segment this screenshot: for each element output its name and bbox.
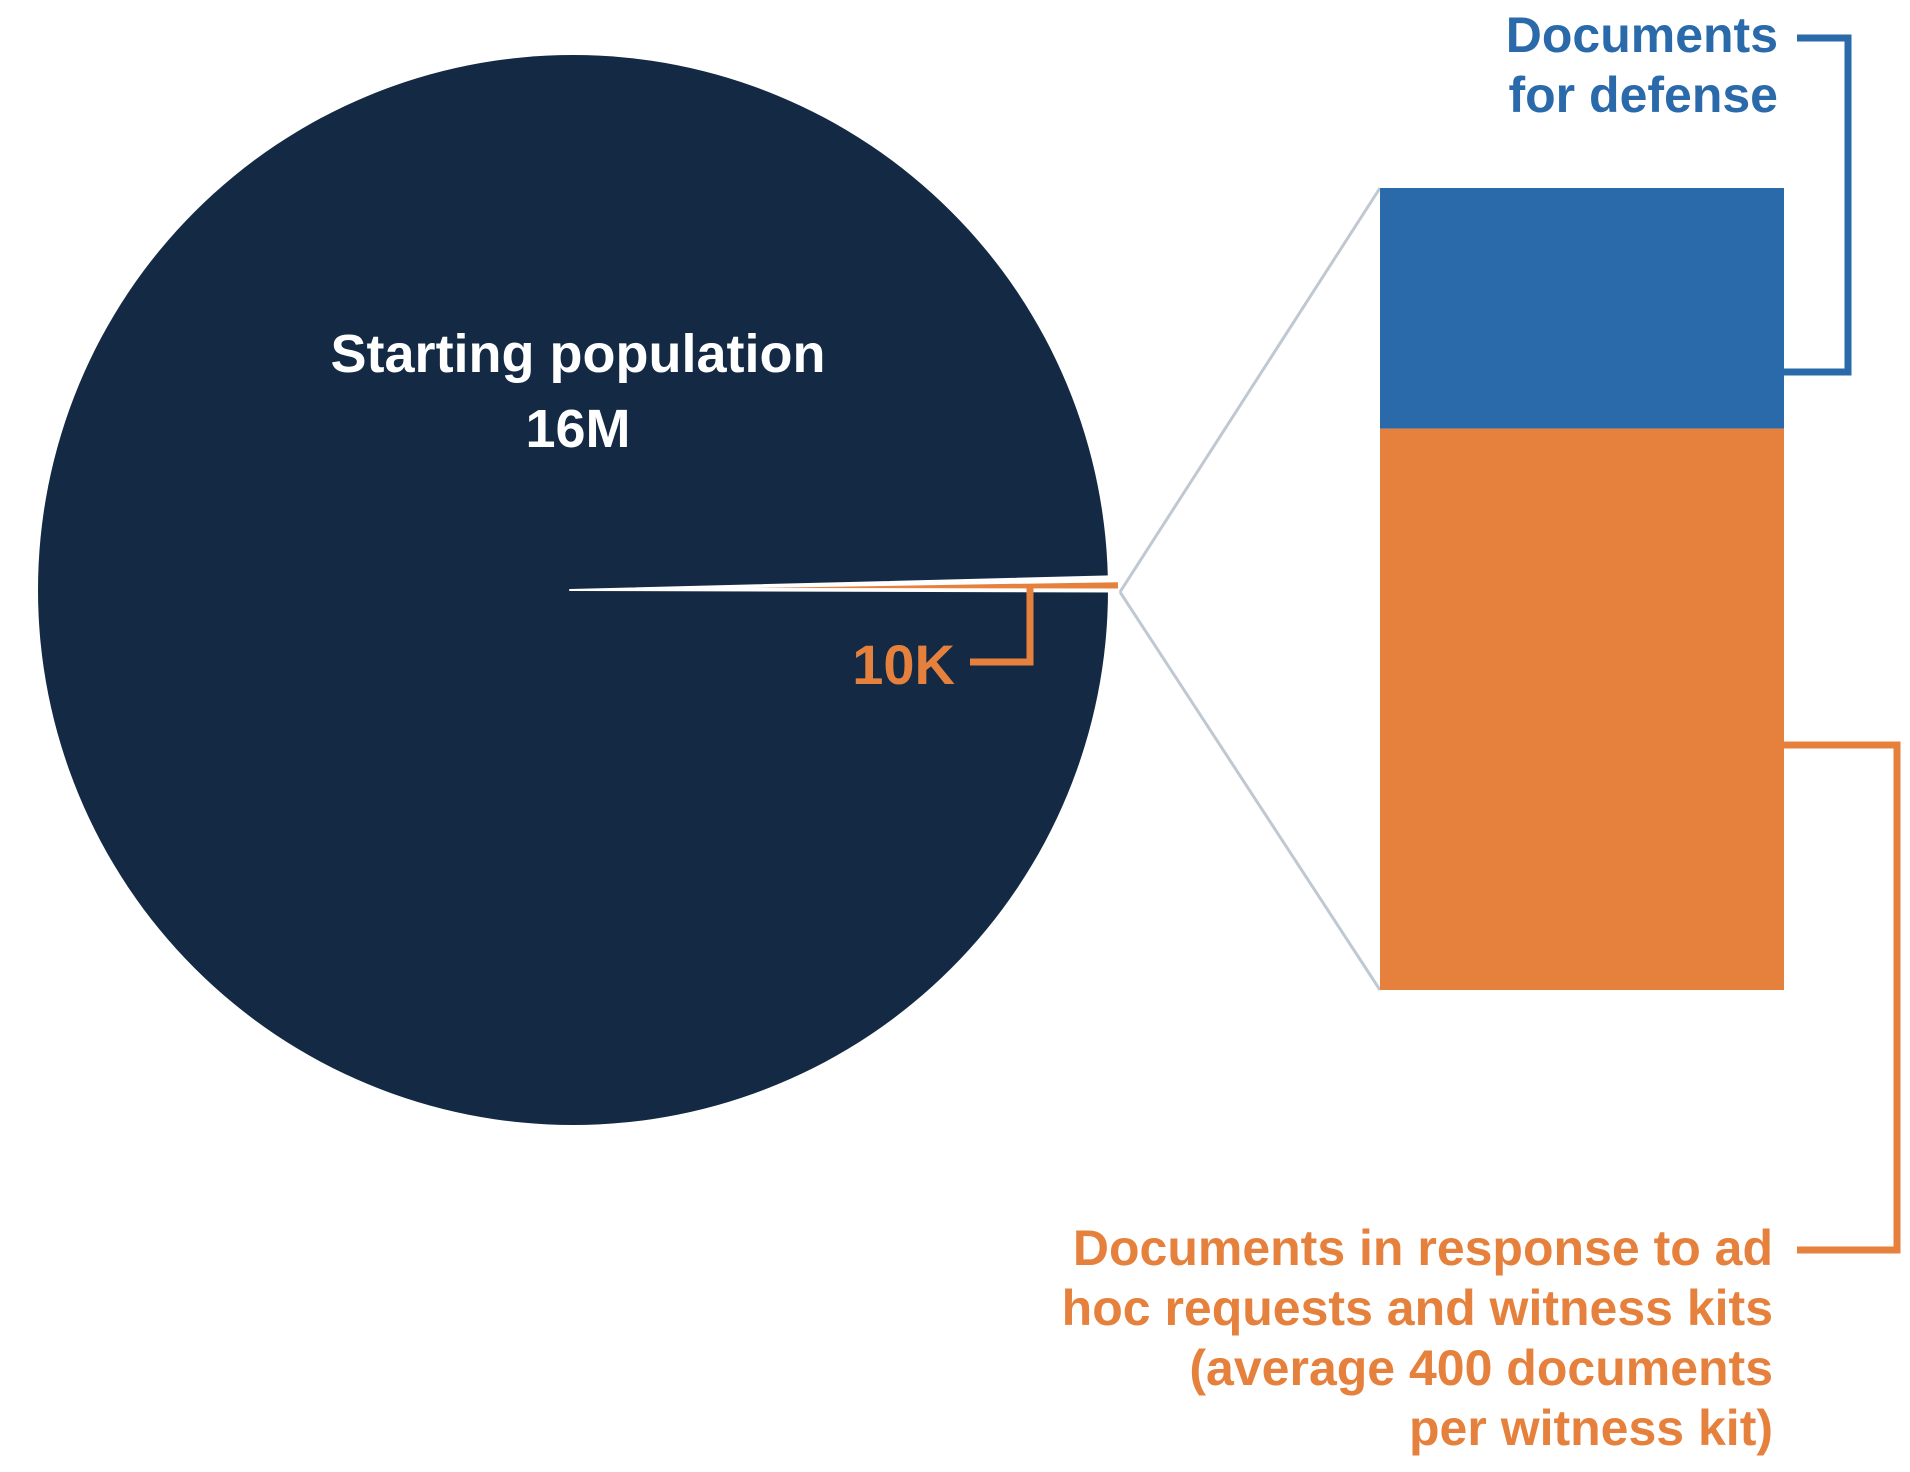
adhoc-label-line-2: (average 400 documents xyxy=(1189,1340,1773,1396)
stacked-bar xyxy=(1380,188,1784,991)
connector-bottom xyxy=(1118,591,1382,991)
pie-total-value: 16M xyxy=(525,399,630,459)
pie-chart: Starting population 16M xyxy=(38,55,1121,1125)
zoom-connectors xyxy=(1118,187,1382,991)
defense-label-line-1: for defense xyxy=(1508,67,1778,123)
connector-top xyxy=(1118,187,1382,593)
adhoc-callout-line xyxy=(1784,741,1901,1254)
bar-segment-0 xyxy=(1380,188,1784,429)
slice-value-label: 10K xyxy=(852,633,955,696)
bar-segment-1 xyxy=(1380,428,1784,991)
pie-total-label: Starting population xyxy=(331,324,826,384)
adhoc-label-line-3: per witness kit) xyxy=(1409,1400,1773,1456)
defense-label-line-0: Documents xyxy=(1506,7,1778,63)
adhoc-label-line-1: hoc requests and witness kits xyxy=(1062,1280,1773,1336)
slice-callout-line xyxy=(970,584,1034,666)
defense-callout-line xyxy=(1784,34,1852,376)
adhoc-label-line-0: Documents in response to ad xyxy=(1073,1220,1773,1276)
